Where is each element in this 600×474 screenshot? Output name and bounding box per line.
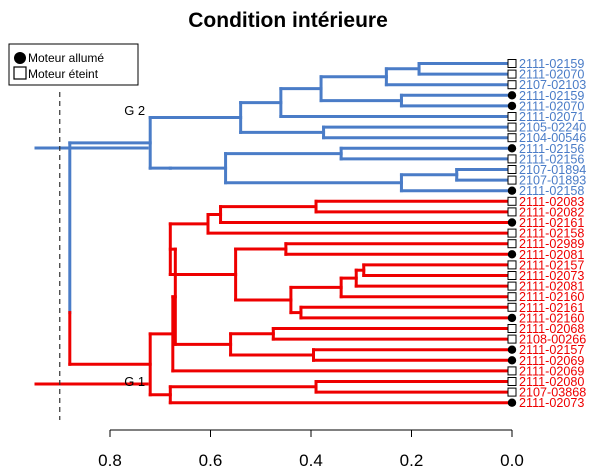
legend-box <box>8 43 139 86</box>
leaf-marker-off <box>507 154 517 164</box>
leaf-marker-off <box>507 377 517 386</box>
leaf-label: 2111-02069 <box>519 364 584 378</box>
chart-title: Condition intérieure <box>188 9 388 32</box>
leaf-label: 2107-03868 <box>519 386 586 400</box>
leaf-marker-off <box>507 228 517 238</box>
leaf-label: 2111-02156 <box>519 152 584 166</box>
leaf-marker-off <box>507 69 517 79</box>
leaf-label: 2111-02159 <box>519 57 584 71</box>
leaf-label: 2111-02157 <box>519 343 584 357</box>
leaf-label: 2111-02083 <box>519 195 584 209</box>
leaf-marker-off <box>507 207 517 217</box>
legend-label-on: Moteur allumé <box>28 51 104 65</box>
leaf-label: 2111-02989 <box>519 237 584 251</box>
leaf-label: 2111-02160 <box>519 290 584 304</box>
leaf-label: 2111-02161 <box>519 301 584 315</box>
leaf-marker-off <box>507 112 517 121</box>
leaf-marker-off <box>507 165 517 174</box>
x-axis: 0.8 0.6 0.4 0.2 0.0 <box>98 429 524 470</box>
leaf-label: 2111-02081 <box>519 280 584 294</box>
leaf-marker-off <box>507 292 517 302</box>
leaf-marker-off <box>507 260 517 270</box>
leaf-marker-off <box>507 59 517 68</box>
leaf-marker-on <box>507 356 517 365</box>
leaf-marker-on <box>507 101 517 111</box>
leaf-marker-off <box>507 239 517 249</box>
leaf-label: 2111-02082 <box>519 205 584 219</box>
leaf-label: 2111-02069 <box>519 354 584 368</box>
leaf-label: 2111-02158 <box>519 227 584 241</box>
leaf-marker-off <box>507 324 517 333</box>
leaf-marker-off <box>507 302 517 312</box>
dendrogram-tree: G 2 G 1 <box>34 62 514 420</box>
leaf-marker-off <box>507 271 517 280</box>
x-tick-label: 0.6 <box>199 451 223 470</box>
leaf-marker-on <box>507 186 517 195</box>
leaf-label: 2111-02070 <box>519 68 584 82</box>
leaf-marker-off <box>507 366 517 376</box>
leaf-label: 2111-02157 <box>519 258 584 272</box>
leaf-label: 2104-00546 <box>519 131 586 145</box>
leaf-label: 2111-02156 <box>519 142 584 156</box>
leaf-label: 2105-02240 <box>519 121 586 135</box>
leaf-label: 2111-02070 <box>519 99 584 113</box>
leaf-marker-on <box>507 313 517 323</box>
group-label: G 2 <box>124 103 145 118</box>
leaf-marker-on <box>507 250 517 259</box>
leaf-marker-off <box>507 133 517 143</box>
leaf-marker-off <box>507 334 517 344</box>
legend: Moteur allumé Moteur éteint <box>8 43 139 86</box>
leaf-label: 2111-02161 <box>519 216 584 230</box>
leaf-label: 2111-02159 <box>519 89 584 103</box>
leaf-label: 2111-02071 <box>519 110 584 124</box>
leaf-marker-on <box>507 345 517 354</box>
leaf-marker-off <box>507 387 517 397</box>
legend-open-square-icon <box>13 66 27 80</box>
leaf-labels: 2111-021592111-020702107-021032111-02159… <box>507 57 586 410</box>
leaf-marker-off <box>507 80 517 90</box>
leaf-marker-off <box>507 281 517 291</box>
leaf-label: 2111-02073 <box>519 269 584 283</box>
leaf-label: 2111-02081 <box>519 248 584 262</box>
leaf-marker-on <box>507 218 517 227</box>
leaf-label: 2107-02103 <box>519 78 586 92</box>
leaf-label: 2111-02160 <box>519 311 584 325</box>
leaf-label: 2111-02080 <box>519 375 584 389</box>
leaf-marker-on <box>507 398 517 407</box>
leaf-label: 2111-02068 <box>519 322 584 336</box>
group-label: G 1 <box>124 374 145 389</box>
x-tick-label: 0.4 <box>299 451 323 470</box>
leaf-label: 2111-02158 <box>519 184 584 198</box>
leaf-marker-on <box>507 144 517 153</box>
x-tick-label: 0.2 <box>400 451 424 470</box>
leaf-label: 2108-00266 <box>519 333 586 347</box>
leaf-label: 2111-02073 <box>519 396 584 410</box>
leaf-marker-off <box>507 122 517 132</box>
leaf-label: 2107-01893 <box>519 174 586 188</box>
leaf-marker-off <box>507 175 517 185</box>
x-tick-label: 0.8 <box>98 451 122 470</box>
legend-filled-circle-icon <box>14 52 26 64</box>
leaf-label: 2107-01894 <box>519 163 586 177</box>
leaf-marker-off <box>507 196 517 206</box>
leaf-marker-on <box>507 91 517 100</box>
legend-label-off: Moteur éteint <box>28 67 99 81</box>
x-tick-label: 0.0 <box>500 451 524 470</box>
